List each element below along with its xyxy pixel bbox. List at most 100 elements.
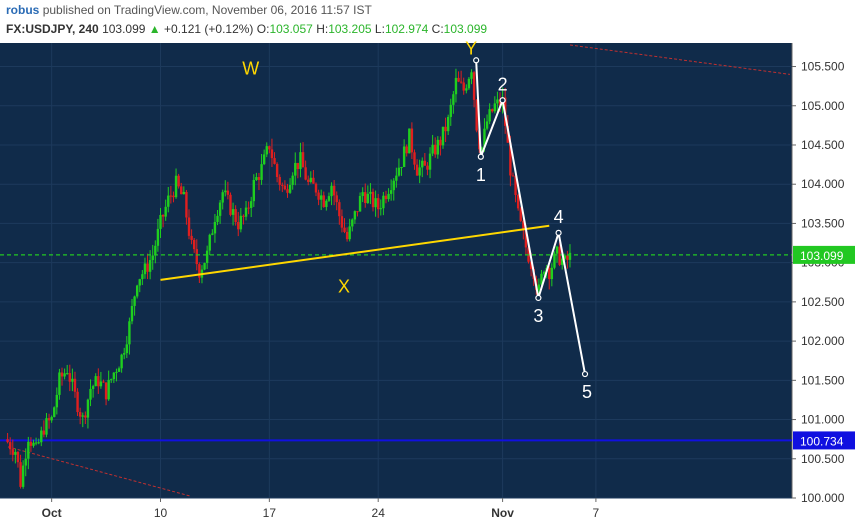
y-tick-label: 102.000 [801, 334, 845, 348]
candle-up [389, 190, 393, 194]
candle-up [58, 372, 61, 395]
candle-up [467, 78, 471, 89]
candle-up [288, 184, 292, 193]
candle-up [480, 147, 484, 150]
candle-up [135, 285, 139, 297]
y-tick-label: 102.500 [801, 295, 845, 309]
candle-up [66, 373, 69, 375]
wave-label: Y [465, 38, 477, 58]
candle-down [558, 246, 561, 265]
candle-up [431, 144, 434, 154]
candle-up [32, 442, 35, 446]
candle-up [353, 211, 357, 220]
candle-up [231, 209, 235, 215]
candle-down [434, 144, 437, 155]
candle-up [400, 166, 403, 168]
candle-down [60, 372, 64, 377]
symbol-info: FX:USDJPY, 240 103.099 ▲ +0.121 (+0.12%)… [6, 22, 487, 36]
candle-down [377, 198, 380, 210]
candle-up [454, 77, 458, 95]
wave-label: 4 [554, 207, 564, 227]
candle-up [483, 128, 486, 148]
candle-up [319, 195, 323, 200]
author-link[interactable]: robus [6, 3, 40, 17]
candle-down [234, 209, 237, 223]
candle-up [81, 415, 84, 417]
candle-down [268, 146, 271, 150]
candle-down [278, 177, 281, 185]
candle-up [418, 167, 421, 176]
x-tick-label: Nov [491, 506, 514, 520]
candle-down [509, 142, 512, 176]
candle-up [130, 305, 134, 322]
candle-down [281, 184, 284, 186]
candle-down [514, 175, 517, 195]
candle-up [563, 255, 566, 259]
candle-down [317, 192, 320, 200]
x-tick-label: Oct [42, 506, 62, 520]
candle-down [519, 208, 522, 221]
candle-up [348, 226, 351, 240]
price-axis[interactable] [792, 43, 867, 498]
candle-down [283, 185, 287, 190]
open-label: O: [256, 22, 270, 36]
candle-up [211, 233, 214, 235]
candle-down [180, 186, 183, 195]
candle-up [45, 418, 48, 435]
candle-down [364, 192, 367, 204]
y-tick-label: 104.500 [801, 138, 845, 152]
y-tick-label: 105.000 [801, 99, 845, 113]
candle-up [493, 103, 497, 112]
candle-up [110, 379, 113, 381]
candle-up [117, 368, 121, 372]
candle-down [73, 378, 77, 392]
close-value: 103.099 [443, 22, 488, 36]
candle-down [286, 189, 289, 193]
candle-up [452, 94, 455, 105]
candle-down [275, 163, 279, 178]
candle-up [14, 451, 17, 455]
candle-up [395, 175, 398, 181]
candle-up [436, 139, 440, 155]
candle-up [27, 441, 30, 459]
candle-up [553, 253, 556, 268]
candle-up [244, 207, 248, 217]
candle-down [457, 77, 460, 82]
candle-down [247, 207, 250, 209]
candle-up [224, 190, 227, 193]
candle-up [21, 465, 25, 487]
candle-down [16, 451, 20, 463]
candle-down [498, 99, 502, 106]
candle-up [421, 160, 424, 168]
candle-up [63, 373, 66, 377]
support-level-tag [793, 431, 855, 450]
candle-down [185, 191, 188, 218]
candle-up [250, 201, 253, 208]
y-tick-label: 101.000 [801, 413, 845, 427]
candle-down [384, 195, 388, 200]
candle-up [50, 416, 53, 421]
candle-down [226, 190, 230, 195]
candle-up [379, 208, 382, 210]
candle-down [237, 222, 240, 230]
time-axis[interactable] [0, 498, 867, 529]
candle-down [410, 128, 414, 153]
candle-down [172, 195, 175, 198]
candle-down [102, 381, 105, 383]
candle-up [327, 196, 331, 201]
candle-up [568, 252, 572, 260]
candle-up [470, 72, 473, 79]
candle-down [195, 249, 198, 265]
candle-up [366, 193, 370, 204]
candle-up [465, 88, 468, 91]
candle-up [24, 458, 27, 466]
candle-up [125, 344, 129, 354]
candle-down [340, 216, 344, 228]
x-tick-label: 24 [372, 506, 386, 520]
y-tick-label: 101.500 [801, 373, 845, 387]
wave-label: 1 [476, 165, 486, 185]
candle-down [187, 217, 191, 236]
wave-point [581, 370, 589, 378]
candle-down [42, 430, 46, 435]
